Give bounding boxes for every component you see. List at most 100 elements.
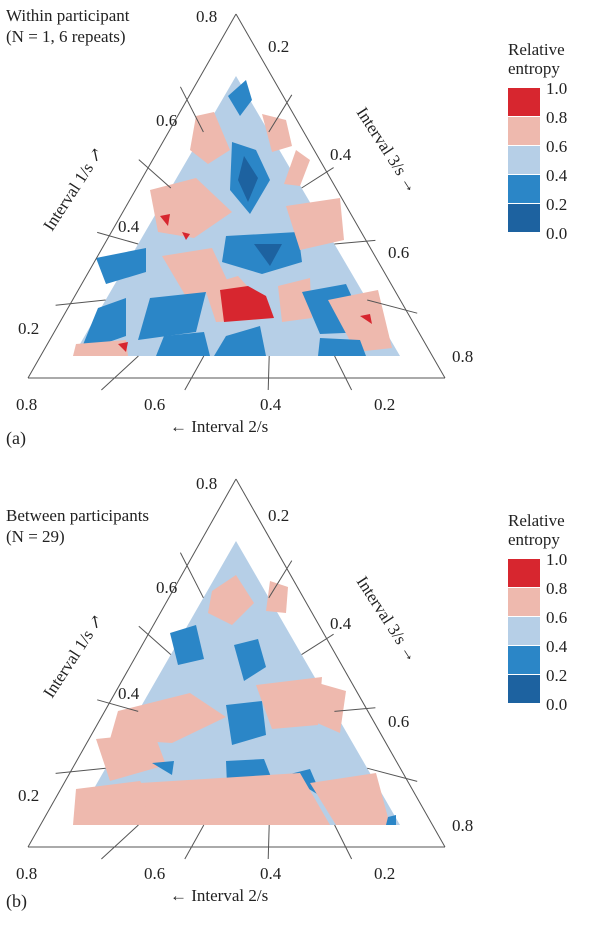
legend-swatch <box>508 675 540 703</box>
tick-label-left: 0.6 <box>156 578 177 597</box>
tick-right <box>268 94 293 133</box>
legend-tick-label: 0.6 <box>546 137 568 156</box>
ternary-plot-b: 0.8 0.6 0.4 0.2 0.8 0.6 0.4 0.2 0.2 0.4 0.6 0.8 ← In… <box>16 474 473 905</box>
legend-tick-label: 1.0 <box>546 550 568 569</box>
heat-region <box>150 178 232 238</box>
legend-tick-label: 0.6 <box>546 608 568 627</box>
axis-line-right <box>235 13 446 379</box>
legend-swatch <box>508 617 540 645</box>
tick-right <box>334 239 376 245</box>
heat-region <box>254 244 282 266</box>
legend-swatch <box>508 117 540 145</box>
tick-label-right: 0.4 <box>330 145 352 164</box>
tick-label-bottom: 0.2 <box>374 864 395 883</box>
legend-tick-label: 0.2 <box>546 666 568 685</box>
heat-region <box>208 575 254 625</box>
heat-region <box>310 773 390 825</box>
tick-label-right: 0.6 <box>388 712 409 731</box>
tick-left <box>179 86 204 133</box>
axis-title-left: Interval 1/s ↗ <box>39 611 107 701</box>
legend: Relative entropy 1.0 0.8 0.6 0.4 0.2 0.0 <box>508 40 598 242</box>
heat-region <box>238 156 258 202</box>
axis-line-left <box>27 13 237 379</box>
legend-swatch <box>508 204 540 232</box>
tick-label-left: 0.4 <box>118 684 140 703</box>
legend-swatch <box>508 175 540 203</box>
heat-region <box>284 150 310 186</box>
axis-title-bottom: ← Interval 2/s <box>170 886 268 905</box>
panel-a: 0.8 0.6 0.4 0.2 0.8 0.6 0.4 0.2 0.2 0.4 0.6 0.8 ← In… <box>0 0 598 463</box>
tick-left <box>55 299 106 306</box>
heat-region <box>170 625 204 665</box>
legend-tick-label: 0.8 <box>546 108 568 127</box>
tick-bottom <box>184 355 205 391</box>
heat-region <box>234 639 266 681</box>
heat-region <box>266 581 288 613</box>
title-line-2: (N = 1, 6 repeats) <box>6 27 126 46</box>
ternary-frame <box>27 478 446 860</box>
heat-region <box>118 342 128 352</box>
tick-right <box>301 633 334 656</box>
legend-tick-label: 0.2 <box>546 195 568 214</box>
heat-region <box>226 701 266 745</box>
tick-label-right: 0.8 <box>452 816 473 835</box>
heat-region <box>73 340 128 356</box>
tick-label-left: 0.4 <box>118 217 140 236</box>
tick-label-bottom: 0.6 <box>144 864 165 883</box>
tick-label-bottom: 0.8 <box>16 395 37 414</box>
tick-label-bottom: 0.4 <box>260 864 282 883</box>
axis-title-right: Interval 3/s → <box>353 104 422 197</box>
tick-label-left: 0.8 <box>196 474 217 493</box>
panel-label: (b) <box>6 891 27 911</box>
legend-title: Relative entropy <box>508 511 565 549</box>
heat-region <box>360 314 372 324</box>
tick-label-bottom: 0.2 <box>374 395 395 414</box>
legend-swatch <box>508 146 540 174</box>
heat-region <box>328 290 392 352</box>
legend-tick-label: 0.4 <box>546 166 568 185</box>
legend-swatch <box>508 588 540 616</box>
heatmap-regions <box>73 76 400 356</box>
tick-left <box>97 231 139 245</box>
tick-label-bottom: 0.6 <box>144 395 165 414</box>
tick-label-left: 0.8 <box>196 7 217 26</box>
legend-title: Relative entropy <box>508 40 565 78</box>
tick-bottom <box>334 355 353 391</box>
heat-region <box>156 332 210 356</box>
ternary-plot-a: 0.8 0.6 0.4 0.2 0.8 0.6 0.4 0.2 0.2 0.4 0.6 0.8 ← In… <box>16 7 473 436</box>
tick-label-right: 0.8 <box>452 347 473 366</box>
heat-region <box>228 80 252 116</box>
tick-right <box>334 707 376 712</box>
legend-swatch <box>508 559 540 587</box>
heat-region <box>110 693 226 743</box>
legend-tick-label: 0.4 <box>546 637 568 656</box>
heat-region <box>160 214 170 226</box>
tick-label-left: 0.2 <box>18 786 39 805</box>
tick-left <box>138 159 172 189</box>
tick-label-left: 0.2 <box>18 319 39 338</box>
title-line-1: Within participant <box>6 6 130 25</box>
heat-region <box>318 338 366 356</box>
legend-tick-label: 0.8 <box>546 579 568 598</box>
heat-region <box>220 286 274 322</box>
tick-left <box>179 552 204 599</box>
legend-swatch <box>508 646 540 674</box>
tick-bottom <box>267 355 270 391</box>
ternary-frame <box>27 13 446 391</box>
heat-region <box>304 679 346 733</box>
legend: Relative entropy 1.0 0.8 0.6 0.4 0.2 0.0 <box>508 511 598 713</box>
tick-bottom <box>101 824 139 860</box>
legend-tick-label: 0.0 <box>546 224 568 243</box>
tick-right <box>367 767 418 782</box>
tick-bottom <box>184 824 205 860</box>
heat-region <box>138 292 206 340</box>
tick-label-left: 0.6 <box>156 111 177 130</box>
tick-label-right: 0.6 <box>388 243 409 262</box>
axis-title-right: Interval 3/s → <box>353 573 422 666</box>
heat-region <box>286 198 344 250</box>
tick-right <box>268 560 293 599</box>
heat-region <box>214 326 266 356</box>
legend-swatch <box>508 88 540 116</box>
tick-bottom <box>334 824 353 860</box>
tick-label-right: 0.4 <box>330 614 352 633</box>
